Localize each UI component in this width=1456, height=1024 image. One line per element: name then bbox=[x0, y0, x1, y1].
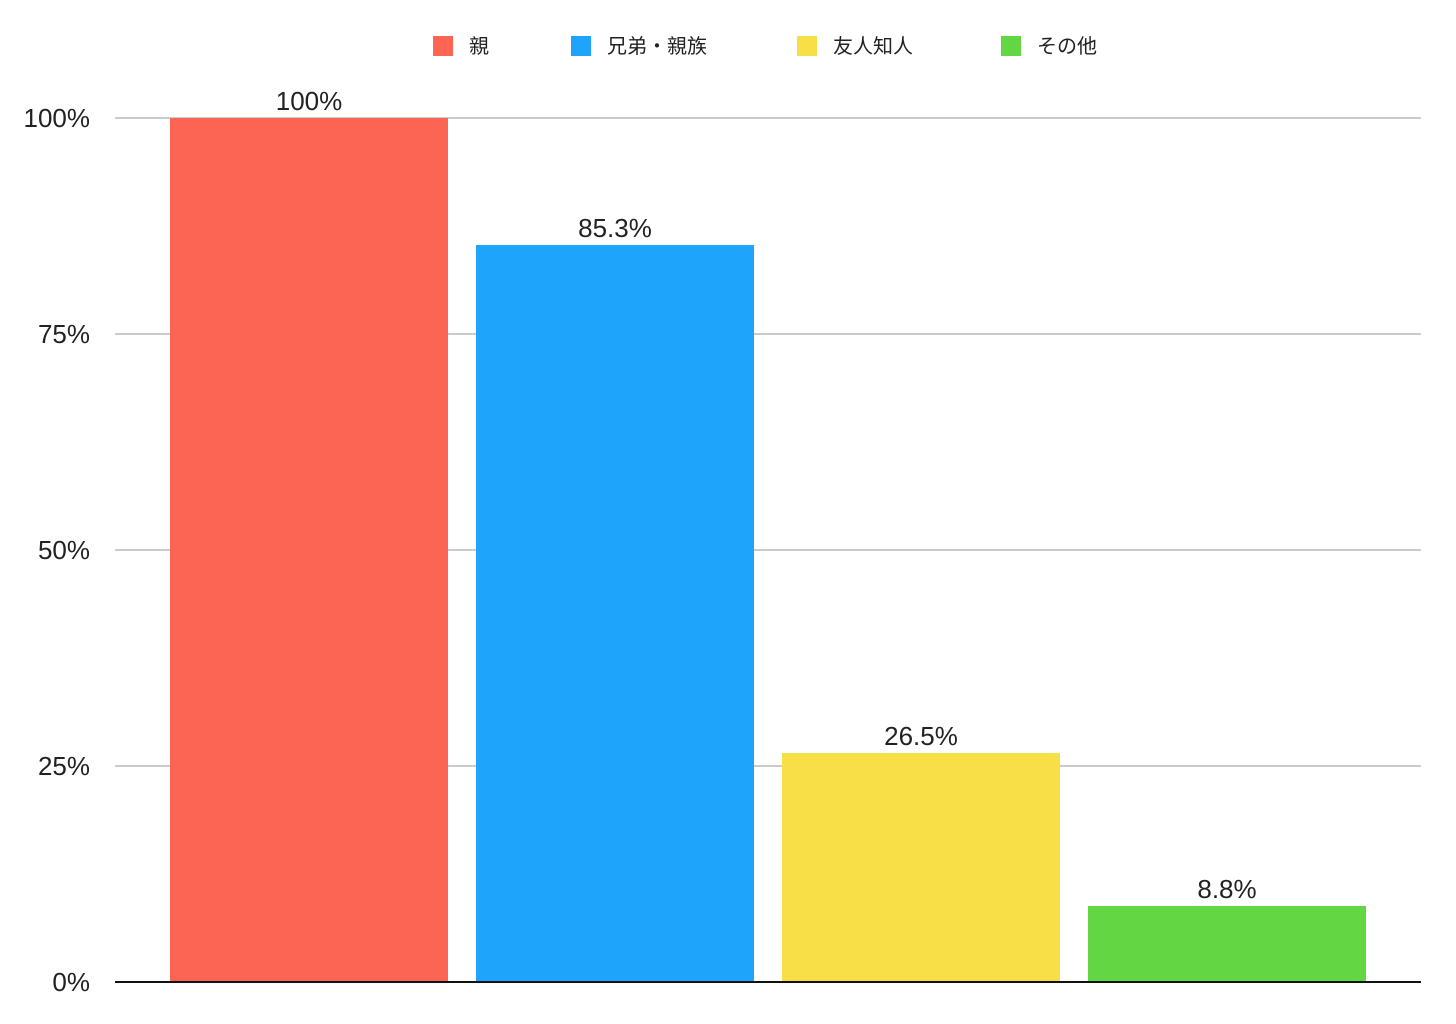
legend-swatch bbox=[1001, 36, 1021, 56]
bar bbox=[476, 245, 754, 982]
legend: 親 兄弟・親族 友人知人 その他 bbox=[433, 34, 1097, 58]
value-labels: 100% 85.3% 26.5% 8.8% bbox=[276, 86, 1257, 904]
legend-label: 親 bbox=[469, 34, 489, 58]
bar bbox=[170, 118, 448, 982]
bar bbox=[1088, 905, 1366, 982]
legend-label: 兄弟・親族 bbox=[607, 34, 707, 58]
legend-item: 親 bbox=[433, 34, 489, 58]
legend-item: その他 bbox=[1001, 34, 1097, 58]
legend-swatch bbox=[571, 36, 591, 56]
legend-label: その他 bbox=[1037, 34, 1097, 58]
legend-label: 友人知人 bbox=[833, 34, 913, 58]
y-tick-label: 75% bbox=[38, 319, 90, 349]
y-tick-label: 0% bbox=[52, 967, 90, 997]
data-label: 100% bbox=[276, 86, 343, 116]
y-tick-label: 100% bbox=[24, 103, 91, 133]
data-label: 85.3% bbox=[578, 213, 652, 243]
data-label: 26.5% bbox=[884, 721, 958, 751]
legend-swatch bbox=[433, 36, 453, 56]
y-axis-ticks: 0% 25% 50% 75% 100% bbox=[24, 103, 91, 997]
legend-item: 友人知人 bbox=[797, 34, 913, 58]
legend-item: 兄弟・親族 bbox=[571, 34, 707, 58]
y-tick-label: 50% bbox=[38, 535, 90, 565]
bars bbox=[170, 118, 1366, 982]
legend-swatch bbox=[797, 36, 817, 56]
data-label: 8.8% bbox=[1197, 874, 1256, 904]
y-tick-label: 25% bbox=[38, 751, 90, 781]
bar bbox=[782, 753, 1060, 982]
